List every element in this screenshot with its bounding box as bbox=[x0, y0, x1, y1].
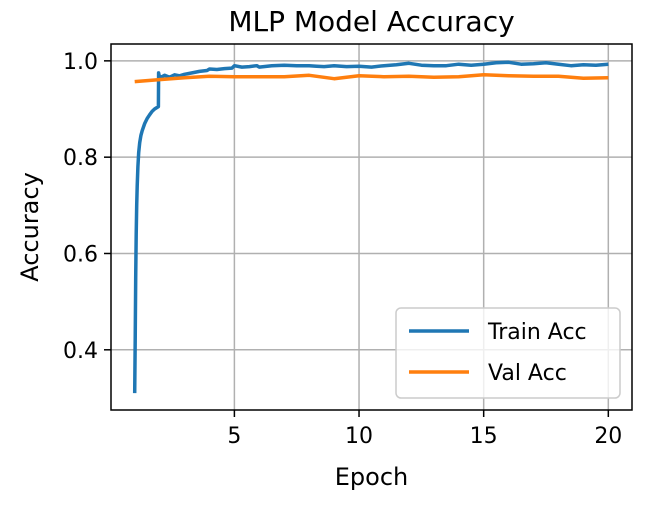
legend-label-val-acc: Val Acc bbox=[488, 361, 567, 386]
x-axis-label: Epoch bbox=[335, 463, 409, 491]
y-tick-label-2: 0.8 bbox=[63, 146, 98, 171]
axis-ticks: 5 10 15 20 0.4 0.6 0.8 1.0 bbox=[63, 50, 622, 449]
y-axis-label: Accuracy bbox=[16, 172, 44, 282]
x-tick-label-0: 5 bbox=[227, 424, 241, 449]
x-tick-label-2: 15 bbox=[470, 424, 498, 449]
x-tick-label-1: 10 bbox=[345, 424, 373, 449]
series-line-train-acc bbox=[132, 60, 609, 394]
chart-title: MLP Model Accuracy bbox=[228, 5, 514, 38]
legend: Train Acc Val Acc bbox=[395, 307, 621, 399]
y-tick-label-0: 0.4 bbox=[63, 339, 98, 364]
grid bbox=[111, 44, 632, 410]
y-tick-label-1: 0.6 bbox=[63, 242, 98, 267]
series-line-val-acc bbox=[134, 73, 609, 84]
series-lines bbox=[132, 60, 609, 394]
x-tick-label-3: 20 bbox=[594, 424, 622, 449]
legend-label-train-acc: Train Acc bbox=[487, 320, 587, 345]
plot-frame bbox=[110, 43, 633, 411]
y-tick-label-3: 1.0 bbox=[63, 50, 98, 75]
